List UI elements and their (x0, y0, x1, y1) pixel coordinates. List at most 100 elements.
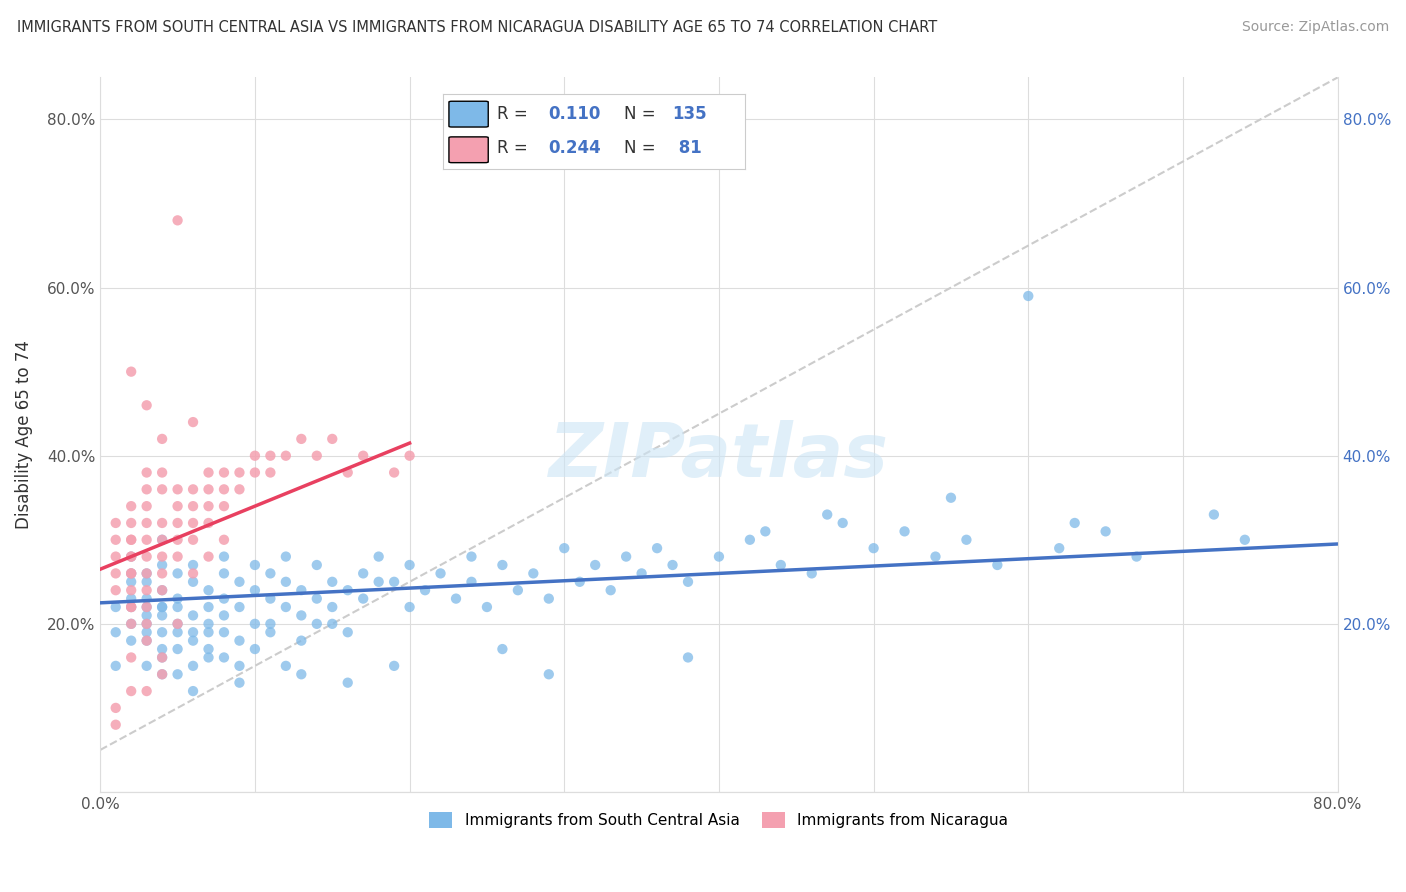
Point (382, 574, 405, 589)
Point (382, 658, 405, 673)
Point (522, 566, 544, 581)
Point (986, 558, 1008, 572)
Point (150, 566, 173, 581)
Point (305, 449, 328, 463)
Point (228, 483, 250, 497)
Text: R =: R = (498, 139, 533, 157)
Point (150, 516, 173, 530)
Point (599, 583, 621, 598)
Point (336, 466, 359, 480)
Point (166, 642, 188, 657)
Point (212, 566, 235, 581)
Point (197, 600, 219, 615)
Point (104, 583, 127, 598)
Point (150, 667, 173, 681)
Point (120, 583, 142, 598)
Point (274, 449, 297, 463)
Point (321, 574, 343, 589)
Point (166, 499, 188, 513)
Text: Source: ZipAtlas.com: Source: ZipAtlas.com (1241, 20, 1389, 34)
Point (197, 499, 219, 513)
Point (831, 516, 853, 530)
Point (491, 642, 513, 657)
Point (135, 633, 157, 648)
Point (150, 608, 173, 623)
Point (1063, 516, 1085, 530)
Point (259, 449, 281, 463)
Point (135, 600, 157, 615)
Point (537, 667, 560, 681)
Point (150, 642, 173, 657)
Point (1233, 533, 1256, 547)
Point (120, 533, 142, 547)
Point (104, 533, 127, 547)
Point (893, 524, 915, 539)
Point (150, 466, 173, 480)
Point (290, 667, 312, 681)
Point (104, 566, 127, 581)
Point (181, 483, 204, 497)
Point (135, 633, 157, 648)
Point (120, 365, 142, 379)
Point (166, 566, 188, 581)
Text: IMMIGRANTS FROM SOUTH CENTRAL ASIA VS IMMIGRANTS FROM NICARAGUA DISABILITY AGE 6: IMMIGRANTS FROM SOUTH CENTRAL ASIA VS IM… (17, 20, 938, 35)
Point (181, 633, 204, 648)
Point (181, 684, 204, 698)
Point (212, 625, 235, 640)
Point (259, 566, 281, 581)
Point (738, 533, 761, 547)
Point (259, 466, 281, 480)
Point (120, 566, 142, 581)
Point (166, 516, 188, 530)
Point (135, 684, 157, 698)
Point (924, 549, 946, 564)
Point (274, 600, 297, 615)
Point (197, 616, 219, 631)
Point (1047, 541, 1070, 556)
Text: 0.110: 0.110 (548, 105, 602, 123)
Point (955, 533, 977, 547)
Point (135, 583, 157, 598)
Point (754, 524, 776, 539)
Point (120, 499, 142, 513)
Point (135, 466, 157, 480)
Point (120, 600, 142, 615)
Point (120, 566, 142, 581)
Point (537, 591, 560, 606)
Point (104, 549, 127, 564)
Point (243, 558, 266, 572)
Point (150, 625, 173, 640)
Point (197, 650, 219, 665)
Point (135, 616, 157, 631)
Point (120, 650, 142, 665)
Point (1094, 524, 1116, 539)
Point (135, 483, 157, 497)
Point (104, 625, 127, 640)
Point (398, 600, 420, 615)
Point (367, 574, 389, 589)
Point (1202, 508, 1225, 522)
Point (120, 574, 142, 589)
FancyBboxPatch shape (449, 101, 488, 127)
Point (212, 466, 235, 480)
Point (212, 549, 235, 564)
Point (630, 566, 652, 581)
Point (150, 549, 173, 564)
Point (181, 516, 204, 530)
Point (166, 616, 188, 631)
Point (352, 566, 374, 581)
Point (135, 574, 157, 589)
Point (228, 574, 250, 589)
Point (181, 658, 204, 673)
Point (321, 432, 343, 446)
Point (506, 583, 529, 598)
Y-axis label: Disability Age 65 to 74: Disability Age 65 to 74 (15, 340, 32, 529)
Point (243, 449, 266, 463)
Point (939, 491, 962, 505)
Point (352, 449, 374, 463)
Point (135, 549, 157, 564)
Point (104, 600, 127, 615)
Point (166, 591, 188, 606)
Point (150, 432, 173, 446)
Point (135, 398, 157, 412)
